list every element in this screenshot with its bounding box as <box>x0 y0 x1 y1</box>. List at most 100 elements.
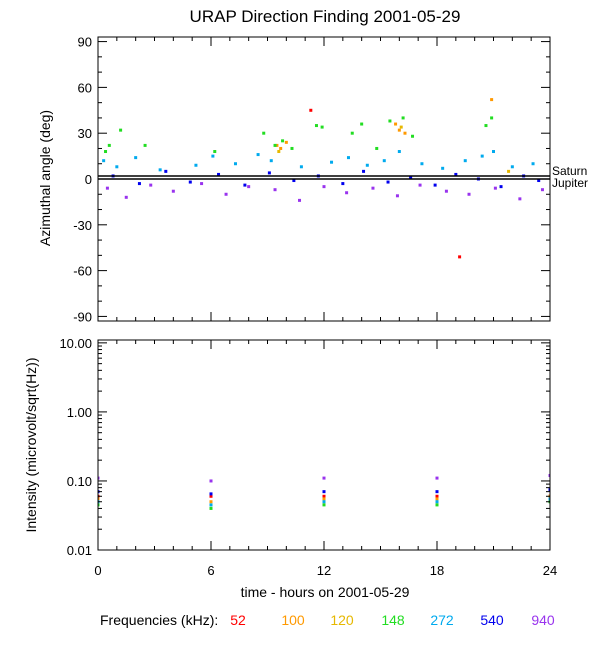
intensity-y-tick-label: 0.10 <box>67 474 92 489</box>
azimuth-point-272 <box>158 168 162 172</box>
azimuth-point-148 <box>281 139 285 143</box>
azimuth-point-540 <box>362 169 366 173</box>
azimuth-point-540 <box>433 183 437 187</box>
azimuth-point-940 <box>247 185 251 189</box>
frequency-legend-item: 540 <box>480 612 504 628</box>
azimuth-point-940 <box>444 189 448 193</box>
azimuth-point-120 <box>507 169 511 173</box>
frequency-legend-item: 52 <box>230 612 246 628</box>
azimuth-point-940 <box>224 192 228 196</box>
azimuth-point-540 <box>164 169 168 173</box>
intensity-point-52 <box>435 494 439 498</box>
intensity-point-272 <box>209 503 213 507</box>
intensity-point-540 <box>209 492 213 496</box>
azimuth-point-272 <box>510 165 514 169</box>
azimuth-point-272 <box>492 150 495 154</box>
azimuth-point-272 <box>397 150 401 154</box>
azimuth-point-148 <box>262 131 266 135</box>
azimuth-point-940 <box>171 189 175 193</box>
azimuth-point-540 <box>499 185 503 189</box>
x-tick-label: 24 <box>543 563 557 578</box>
intensity-point-52 <box>322 494 326 498</box>
azimuth-point-272 <box>211 154 215 158</box>
azimuth-point-540 <box>217 172 221 176</box>
azimuth-point-272 <box>382 159 386 163</box>
intensity-point-540 <box>435 490 439 494</box>
azimuth-point-148 <box>360 122 364 126</box>
azimuth-point-100 <box>279 146 283 150</box>
azimuth-point-540 <box>386 180 390 184</box>
azimuth-point-148 <box>411 134 415 138</box>
azimuth-point-52 <box>458 255 462 259</box>
azimuth-point-148 <box>484 124 488 128</box>
azimuth-point-272 <box>420 162 424 166</box>
azimuth-y-tick-label: 30 <box>78 126 92 141</box>
azimuth-point-120 <box>277 150 281 154</box>
azimuth-point-540 <box>137 182 141 186</box>
azimuth-point-100 <box>397 128 401 132</box>
azimuth-point-148 <box>388 119 392 123</box>
azimuth-point-100 <box>490 98 494 102</box>
azimuth-point-540 <box>341 182 345 186</box>
azimuth-point-940 <box>467 192 471 196</box>
azimuth-point-272 <box>299 165 303 169</box>
intensity-point-100 <box>98 497 100 501</box>
x-tick-label: 0 <box>94 563 101 578</box>
azimuth-point-940 <box>124 195 128 199</box>
frequency-legend-item: 272 <box>430 612 454 628</box>
azimuth-y-tick-label: -30 <box>73 218 92 233</box>
intensity-point-272 <box>435 500 439 504</box>
azimuth-y-tick-label: 90 <box>78 35 92 50</box>
azimuth-point-120 <box>399 125 403 129</box>
azimuth-point-100 <box>394 122 398 126</box>
azimuth-point-940 <box>371 186 375 190</box>
intensity-axis-ticks: 0 6 12 18 24 10.00 1.00 0.10 0.01 <box>59 336 557 578</box>
azimuth-point-148 <box>107 143 111 147</box>
azimuth-point-272 <box>115 165 119 169</box>
azimuth-point-100 <box>284 140 288 144</box>
azimuth-point-272 <box>233 162 237 166</box>
azimuth-point-940 <box>105 186 109 190</box>
x-axis-label: time - hours on 2001-05-29 <box>241 584 410 600</box>
intensity-point-100 <box>322 497 326 501</box>
intensity-point-148 <box>322 503 326 507</box>
intensity-point-540 <box>322 490 326 494</box>
x-tick-label: 12 <box>317 563 331 578</box>
frequency-legend: 52 100 120 148 272 540 940 <box>230 612 555 628</box>
azimuth-point-940 <box>273 188 277 192</box>
azimuth-point-148 <box>104 150 108 154</box>
azimuth-point-272 <box>346 156 350 160</box>
azimuth-y-tick-label: 0 <box>85 172 92 187</box>
azimuth-point-148 <box>350 131 354 135</box>
frequency-legend-item: 120 <box>330 612 354 628</box>
azimuth-point-148 <box>320 125 324 129</box>
intensity-point-540 <box>548 488 550 492</box>
azimuth-point-940 <box>322 185 326 189</box>
frequency-legend-label: Frequencies (kHz): <box>100 612 218 628</box>
azimuth-point-540 <box>243 183 247 187</box>
intensity-y-axis-label: Intensity (microvolt/sqrt(Hz)) <box>23 357 39 532</box>
intensity-y-tick-label: 0.01 <box>67 543 92 558</box>
azimuth-y-tick-label: -90 <box>73 309 92 324</box>
azimuth-point-272 <box>194 163 198 167</box>
azimuth-point-52 <box>309 108 313 112</box>
azimuth-point-540 <box>267 171 271 175</box>
azimuth-point-272 <box>531 162 535 166</box>
azimuth-y-tick-label: 60 <box>78 80 92 95</box>
azimuth-point-540 <box>537 179 541 183</box>
intensity-point-940 <box>548 473 550 477</box>
intensity-point-940 <box>98 476 100 480</box>
azimuth-point-940 <box>345 191 349 195</box>
intensity-point-148 <box>209 506 213 510</box>
azimuth-point-272 <box>134 156 138 160</box>
azimuth-point-940 <box>298 198 302 202</box>
intensity-panel: 0 6 12 18 24 10.00 1.00 0.10 0.01 Intensity (mic… <box>23 336 557 578</box>
intensity-point-940 <box>209 479 213 483</box>
intensity-y-tick-label: 10.00 <box>59 336 92 351</box>
x-tick-label: 6 <box>207 563 214 578</box>
azimuth-point-940 <box>493 186 497 190</box>
azimuth-point-148 <box>213 150 217 154</box>
intensity-point-148 <box>98 503 100 507</box>
azimuth-point-148 <box>143 143 147 147</box>
